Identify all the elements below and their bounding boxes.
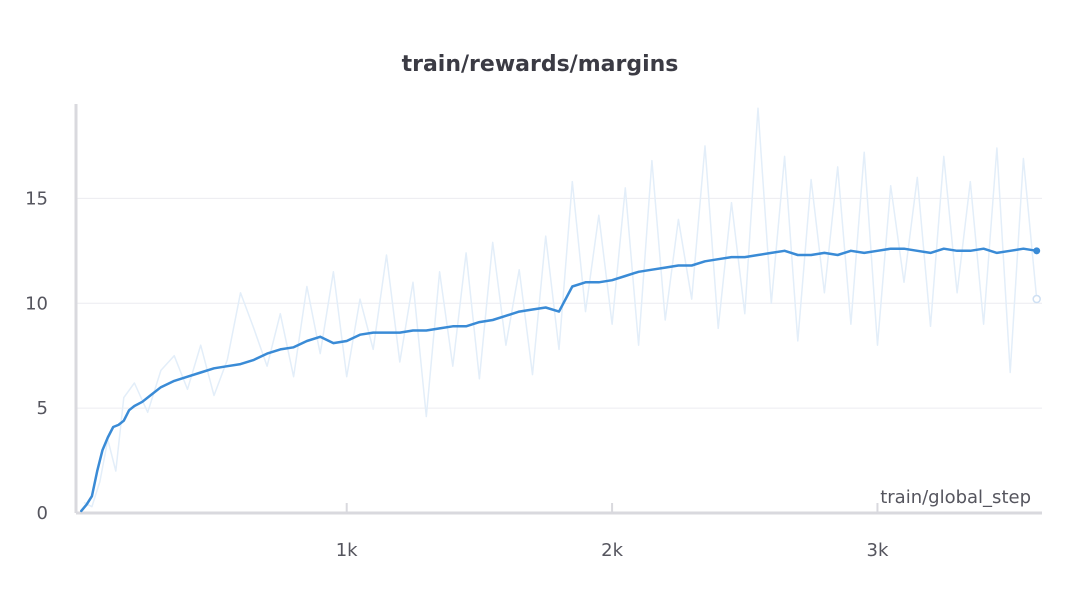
y-tick-label: 10 — [25, 293, 48, 314]
chart-title: train/rewards/margins — [401, 52, 679, 77]
y-axis-ticks: 0 5 10 15 — [25, 188, 48, 524]
x-tick-label: 1k — [336, 540, 358, 561]
x-axis-title: train/global_step — [880, 487, 1031, 508]
y-tick-label: 5 — [37, 398, 48, 419]
raw-end-point — [1032, 294, 1041, 304]
raw-line — [83, 107, 1038, 508]
smoothed-series — [80, 247, 1041, 513]
raw-series — [83, 107, 1041, 508]
y-tick-label: 0 — [37, 503, 48, 524]
smoothed-line — [80, 247, 1038, 513]
smoothed-end-point — [1033, 247, 1041, 255]
x-tick-label: 2k — [601, 540, 623, 561]
x-axis-ticks: 1k 2k 3k — [336, 503, 889, 561]
x-tick-label: 3k — [867, 540, 889, 561]
y-tick-label: 15 — [25, 188, 48, 209]
